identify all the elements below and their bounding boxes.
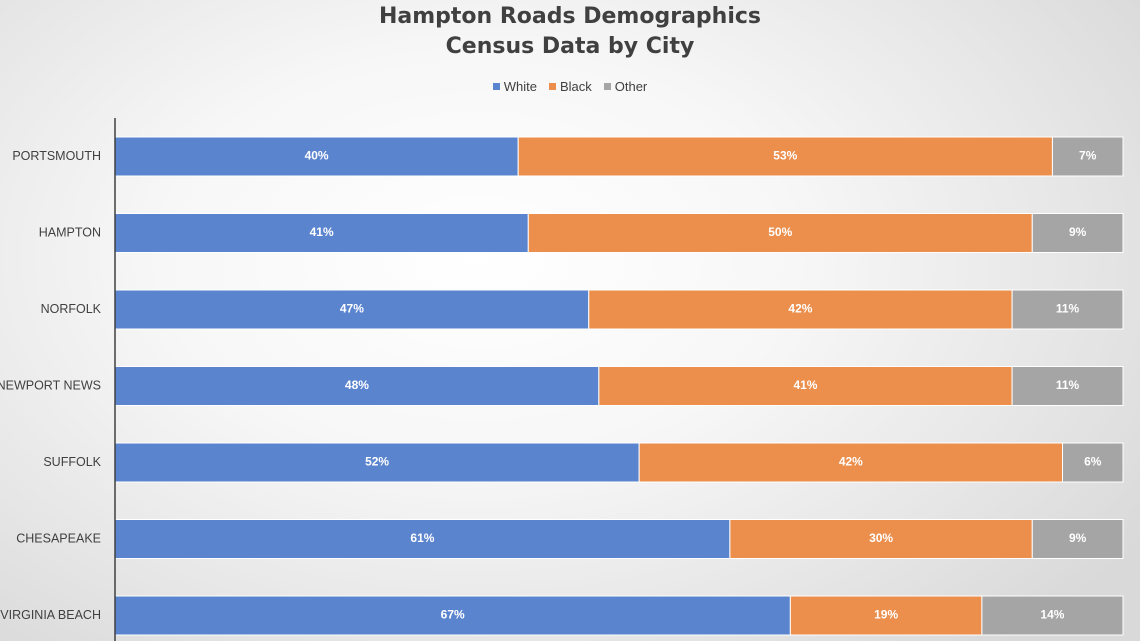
bar-white-hampton	[114, 213, 529, 253]
bar-black-chesapeake	[729, 519, 1033, 559]
legend-label-black: Black	[559, 79, 592, 94]
bar-other-newport-news	[1011, 366, 1124, 406]
bar-black-suffolk	[638, 442, 1064, 483]
data-label-black-norfolk: 42%	[788, 302, 812, 316]
data-label-white-virginia-beach: 67%	[441, 608, 465, 622]
bar-white-chesapeake	[114, 519, 731, 559]
chart-title: Hampton Roads Demographics Census Data b…	[0, 2, 1140, 62]
data-label-other-norfolk: 11%	[1056, 302, 1080, 316]
legend-swatch-black	[548, 83, 556, 90]
chart-title-line-2: Census Data by City	[445, 34, 695, 59]
data-label-other-portsmouth: 7%	[1079, 149, 1097, 163]
legend-swatch-other	[603, 83, 611, 90]
legend-swatch-white	[492, 83, 500, 90]
data-label-black-chesapeake: 30%	[869, 531, 893, 545]
category-label-hampton: HAMPTON	[39, 225, 101, 239]
legend-item-other: Other	[603, 79, 648, 94]
data-label-other-chesapeake: 9%	[1069, 531, 1087, 545]
data-label-other-virginia-beach: 14%	[1040, 608, 1064, 622]
bar-other-suffolk	[1062, 442, 1124, 483]
bar-white-suffolk	[114, 442, 640, 483]
data-label-white-portsmouth: 40%	[305, 149, 329, 163]
category-label-suffolk: SUFFOLK	[43, 455, 101, 469]
bar-white-portsmouth	[114, 136, 519, 177]
bar-other-norfolk	[1011, 289, 1124, 330]
data-label-black-hampton: 50%	[768, 225, 792, 239]
bar-black-newport-news	[598, 366, 1013, 406]
legend-label-white: White	[503, 79, 537, 94]
data-label-white-chesapeake: 61%	[410, 531, 434, 545]
data-label-white-norfolk: 47%	[340, 302, 364, 316]
bar-other-chesapeake	[1031, 519, 1124, 559]
bar-other-portsmouth	[1051, 136, 1124, 177]
bar-other-hampton	[1031, 213, 1124, 253]
bar-white-newport-news	[114, 366, 600, 406]
bar-black-virginia-beach	[789, 595, 983, 636]
data-label-black-portsmouth: 53%	[773, 149, 797, 163]
data-label-other-hampton: 9%	[1069, 225, 1087, 239]
category-label-newport-news: NEWPORT NEWS	[0, 378, 101, 392]
legend-label-other: Other	[614, 79, 648, 94]
data-label-other-newport-news: 11%	[1056, 378, 1080, 392]
category-label-chesapeake: CHESAPEAKE	[16, 531, 101, 545]
category-label-norfolk: NORFOLK	[41, 302, 102, 316]
bar-black-portsmouth	[517, 136, 1053, 177]
data-label-black-virginia-beach: 19%	[874, 608, 898, 622]
category-label-portsmouth: PORTSMOUTH	[12, 149, 101, 163]
legend-item-white: White	[492, 79, 537, 94]
data-label-white-hampton: 41%	[310, 225, 334, 239]
data-label-other-suffolk: 6%	[1084, 455, 1102, 469]
bar-black-hampton	[527, 213, 1033, 253]
legend: White Black Other	[0, 79, 1140, 94]
bar-other-virginia-beach	[981, 595, 1124, 636]
data-label-white-suffolk: 52%	[365, 455, 389, 469]
legend-item-black: Black	[548, 79, 592, 94]
chart-title-line-1: Hampton Roads Demographics	[378, 4, 762, 29]
data-label-white-newport-news: 48%	[345, 378, 369, 392]
data-label-black-suffolk: 42%	[839, 455, 863, 469]
category-label-virginia-beach: VIRGINIA BEACH	[0, 608, 101, 622]
bar-white-norfolk	[114, 289, 590, 330]
data-label-black-newport-news: 41%	[793, 378, 817, 392]
